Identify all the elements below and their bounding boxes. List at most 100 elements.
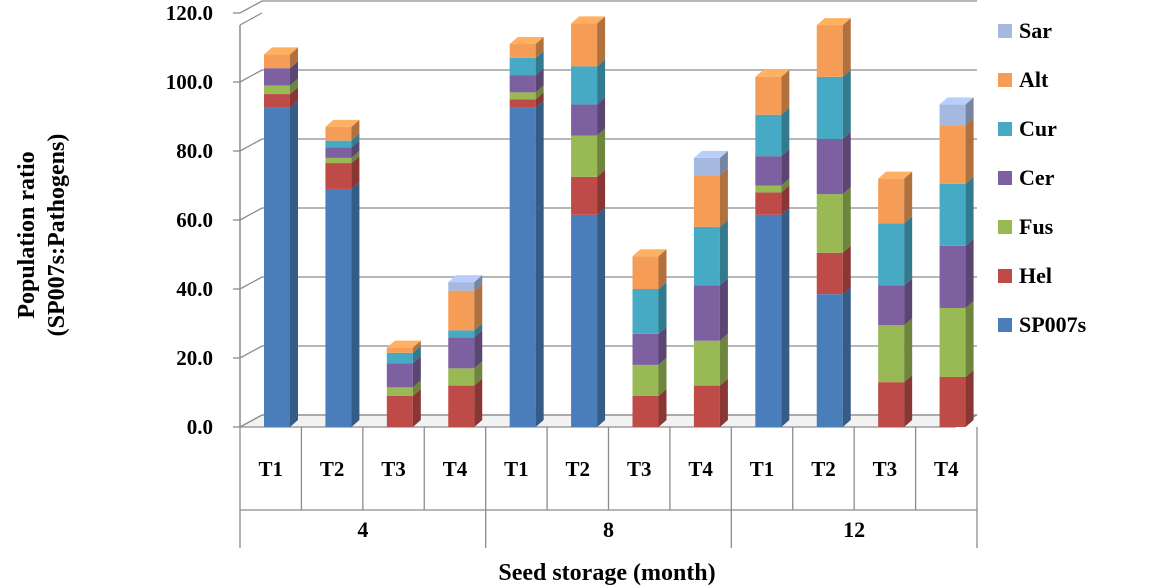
y-axis-title-line2: (SP007s:Pathogens) — [44, 134, 70, 337]
gridline — [239, 414, 977, 428]
legend-label: Hel — [1019, 263, 1052, 288]
bar-segment-hel — [571, 169, 606, 215]
legend-label: Sar — [1019, 18, 1052, 43]
gridline — [239, 69, 977, 83]
bar-segment-fus — [693, 333, 728, 386]
bar-segment-cur — [632, 282, 667, 334]
bar-segment-hel — [878, 375, 913, 427]
bar-top-cap — [878, 171, 913, 179]
bar-segment-cer — [509, 68, 544, 93]
bar-stack-t1-8 — [755, 69, 790, 427]
legend-swatch — [998, 171, 1012, 185]
bar-segment-fus — [878, 318, 913, 383]
bar-stack-t2-1 — [325, 119, 360, 427]
x-category-label: T1 — [504, 457, 529, 481]
bar-segment-cur — [571, 59, 606, 105]
bar-segment-cur — [386, 345, 421, 364]
legend-item-fus: Fus — [998, 214, 1054, 239]
bar-segment-alt — [264, 47, 298, 69]
gridline — [239, 276, 977, 290]
bar-segment-cer — [939, 238, 974, 308]
bar-segment-sp007s — [755, 207, 790, 427]
bar-stack-t4-7 — [693, 150, 728, 427]
bar-segment-fus — [632, 357, 667, 396]
bar-segment-cer — [755, 149, 790, 186]
y-tick-label: 60.0 — [176, 208, 213, 232]
bar-stack-t3-2 — [386, 340, 421, 427]
bar-segment-alt — [571, 16, 606, 67]
bar-stack-t4-11 — [939, 97, 974, 427]
legend: Sar Alt Cur Cer Fus Hel SP007s — [998, 18, 1087, 337]
bar-top-cap — [755, 69, 790, 77]
x-axis-table: T1 T2 T3 T4 T1 T2 T3 T4 T1 T2 T3 T4 4 8 12 — [239, 427, 978, 548]
bar-top-cap — [571, 16, 606, 24]
y-axis-ticks: 0.0 20.0 40.0 60.0 80.0 100.0 120.0 — [166, 1, 240, 439]
legend-label: Fus — [1019, 214, 1054, 239]
bar-segment-alt — [386, 340, 421, 353]
bar-segment-sp007s — [571, 207, 606, 427]
gridline — [239, 207, 977, 221]
bar-segment-hel — [448, 378, 483, 427]
legend-swatch — [998, 24, 1012, 38]
bar-segment-fus — [448, 361, 483, 386]
bar-segment-cer — [571, 97, 606, 136]
bar-segment-hel — [386, 388, 421, 427]
bar-stack-t3-6 — [632, 249, 667, 427]
x-category-label: T3 — [381, 457, 406, 481]
bar-stack-t4-3 — [448, 275, 483, 427]
y-tick-label: 40.0 — [176, 277, 213, 301]
gridlines — [239, 0, 977, 428]
y-tick-label: 80.0 — [176, 139, 213, 163]
bar-segment-fus — [325, 150, 360, 164]
bar-segment-fus — [816, 187, 851, 253]
bar-top-cap — [816, 18, 851, 26]
bar-segment-cur — [878, 216, 913, 286]
y-tick-label: 0.0 — [187, 415, 213, 439]
y-tick-label: 100.0 — [166, 70, 213, 94]
legend-label: Cer — [1019, 165, 1055, 190]
bar-segment-sar — [693, 150, 728, 176]
bar-segment-fus — [755, 178, 790, 193]
x-category-label: T4 — [688, 457, 713, 481]
bar-stack-t1-0 — [264, 47, 298, 427]
bar-segment-alt — [325, 119, 360, 141]
bar-segment-hel — [509, 92, 544, 108]
bar-segment-hel — [325, 156, 360, 189]
legend-swatch — [998, 269, 1012, 283]
bar-segment-sp007s — [264, 100, 298, 427]
legend-item-hel: Hel — [998, 263, 1052, 288]
bar-segment-alt — [755, 69, 790, 115]
bar-segment-sar — [448, 275, 483, 291]
bar-stack-t1-4 — [509, 37, 544, 427]
bar-segment-hel — [264, 87, 298, 108]
bar-segment-cer — [448, 330, 483, 369]
bar-segment-cer — [878, 278, 913, 326]
legend-label: Alt — [1019, 67, 1049, 92]
gridline — [239, 345, 977, 359]
bar-stack-t2-5 — [571, 16, 606, 427]
bar-segment-cer — [386, 356, 421, 388]
gridline — [239, 138, 977, 152]
x-category-label: T3 — [627, 457, 652, 481]
bar-segment-alt — [448, 283, 483, 331]
x-category-label: T2 — [320, 457, 345, 481]
legend-item-sp007s: SP007s — [998, 312, 1087, 337]
legend-item-alt: Alt — [998, 67, 1049, 92]
x-category-label: T1 — [258, 457, 283, 481]
bar-segment-sp007s — [509, 100, 544, 427]
y-axis-title-line1: Population ratio — [14, 151, 40, 318]
bar-segment-fus — [386, 380, 421, 396]
bar-segment-cur — [755, 107, 790, 157]
x-group-label: 4 — [357, 517, 368, 542]
bar-segment-fus — [264, 78, 298, 95]
bar-segment-cer — [264, 61, 298, 86]
x-category-label: T4 — [934, 457, 959, 481]
bar-top-cap — [939, 97, 974, 105]
bar-top-cap — [632, 249, 667, 257]
legend-label: SP007s — [1019, 312, 1087, 337]
legend-item-cer: Cer — [998, 165, 1055, 190]
bar-segment-fus — [939, 300, 974, 377]
bar-top-cap — [693, 150, 728, 158]
x-category-label: T3 — [873, 457, 898, 481]
bar-stack-t2-9 — [816, 18, 851, 427]
